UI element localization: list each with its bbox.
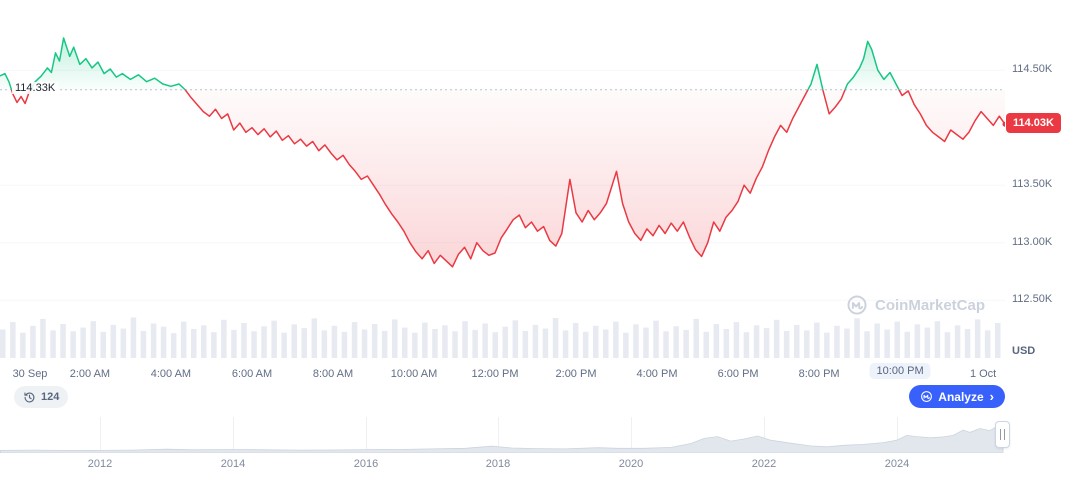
currency-unit-label[interactable]: USD	[1012, 345, 1036, 357]
timeline-gridline	[764, 417, 765, 453]
y-axis-label: 112.50K	[1012, 293, 1053, 306]
timeline-year-label: 2020	[618, 458, 644, 470]
main-chart[interactable]: 114.33K CoinMarketCap	[0, 0, 1005, 360]
x-axis-label: 2:00 AM	[69, 368, 111, 380]
timeline-drag-handle[interactable]	[995, 421, 1010, 448]
grid-lines	[0, 69, 1005, 301]
analyze-label: Analyze	[938, 389, 984, 404]
volume-bars	[0, 317, 1001, 358]
x-axis-label: 12:00 PM	[471, 368, 519, 380]
timeline-year-label: 2018	[485, 458, 511, 470]
x-axis-label: 6:00 PM	[717, 368, 759, 380]
drag-handle-grip-icon	[1000, 429, 1005, 440]
timeline-year-label: 2024	[884, 458, 910, 470]
history-count: 124	[41, 391, 60, 403]
x-axis-label: 10:00 PM	[869, 363, 931, 379]
current-price-badge: 114.03K	[1006, 113, 1061, 134]
timeline-year-label: 2016	[353, 458, 379, 470]
x-axis-label: 2:00 PM	[555, 368, 597, 380]
timeline-gridline	[498, 417, 499, 453]
chevron-right-icon: ›	[989, 389, 994, 404]
timeline-gridline	[233, 417, 234, 453]
timeline-mini-chart[interactable]	[0, 417, 1072, 453]
timeline-year-label: 2022	[751, 458, 777, 470]
y-axis-label: 113.00K	[1012, 235, 1053, 248]
timeline-year-label: 2014	[220, 458, 246, 470]
area-above-open	[0, 38, 1005, 90]
analyze-button[interactable]: Analyze ›	[909, 385, 1005, 408]
timeline-silhouette	[0, 421, 1004, 453]
last-price-dot	[1002, 121, 1005, 127]
price-chart-svg[interactable]	[0, 0, 1005, 360]
history-clock-icon	[24, 392, 35, 402]
history-count-badge[interactable]: 124	[14, 386, 69, 408]
x-axis-label: 30 Sep	[12, 368, 48, 380]
x-axis-label: 8:00 AM	[312, 368, 354, 380]
x-axis-label: 8:00 PM	[798, 368, 840, 380]
x-axis-label: 1 Oct	[969, 368, 997, 380]
timeline-year-label: 2012	[87, 458, 113, 470]
area-below-open	[11, 89, 1005, 267]
price-line-down	[10, 89, 1005, 268]
x-axis-label: 10:00 AM	[390, 368, 438, 380]
open-price-label: 114.33K	[12, 81, 59, 94]
timeline-scrubber[interactable]	[0, 417, 1072, 453]
y-axis-label: 113.50K	[1012, 178, 1053, 191]
x-axis-label: 4:00 PM	[636, 368, 678, 380]
analyze-logo-icon	[921, 391, 933, 402]
x-axis-label: 4:00 AM	[150, 368, 192, 380]
y-axis-label: 114.50K	[1012, 63, 1053, 76]
timeline-gridline	[897, 417, 898, 453]
timeline-gridline	[631, 417, 632, 453]
x-axis-label: 6:00 AM	[231, 368, 273, 380]
price-line-up	[0, 37, 900, 90]
timeline-gridline	[366, 417, 367, 453]
timeline-gridline	[100, 417, 101, 453]
